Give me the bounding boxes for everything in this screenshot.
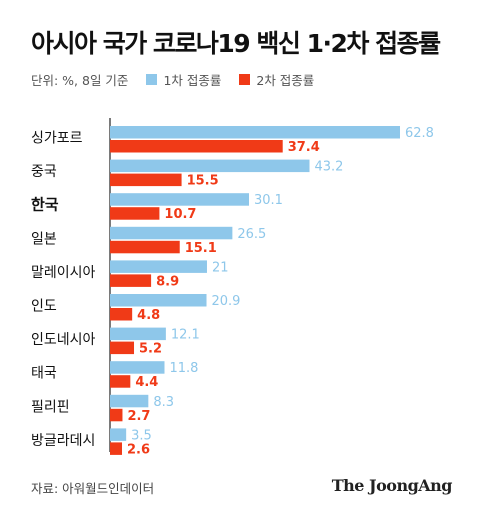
bar-first-dose <box>110 159 310 173</box>
data-label-second-dose: 10.7 <box>164 207 196 222</box>
bar-first-dose <box>110 327 166 341</box>
data-label-second-dose: 37.4 <box>288 140 320 155</box>
legend: 단위: %, 8일 기준 1차 접종률 2차 접종률 <box>31 70 314 89</box>
legend-swatch-first-dose <box>146 74 158 85</box>
bar-second-dose <box>110 274 152 287</box>
bar-second-dose <box>110 308 133 321</box>
bar-second-dose <box>110 442 123 455</box>
bar-second-dose <box>110 207 160 220</box>
data-label-second-dose: 2.7 <box>127 409 150 424</box>
data-label-first-dose: 43.2 <box>314 160 343 175</box>
data-label-second-dose: 4.8 <box>137 308 160 323</box>
bar-second-dose <box>110 173 182 187</box>
bar-first-dose <box>110 394 149 408</box>
data-label-second-dose: 15.1 <box>185 241 217 256</box>
unit-note: 단위: %, 8일 기준 <box>31 73 129 88</box>
bar-chart: 싱가포르 62.8 37.4 중국 43.2 15.5 한국 30.1 10.7 일본 26.5 15… <box>31 118 434 457</box>
data-label-first-dose: 62.8 <box>405 126 434 141</box>
bar-second-dose <box>110 240 180 254</box>
category-label: 싱가포르 <box>31 131 83 147</box>
bar-second-dose <box>110 375 131 388</box>
data-label-first-dose: 3.5 <box>131 428 152 443</box>
data-label-first-dose: 20.9 <box>212 294 241 309</box>
bar-first-dose <box>110 294 207 307</box>
bar-second-dose <box>110 408 123 422</box>
bar-first-dose <box>110 361 165 374</box>
category-label: 말레이시아 <box>31 265 96 281</box>
data-label-first-dose: 8.3 <box>153 395 174 410</box>
legend-item-first-dose: 1차 접종률 <box>146 70 221 89</box>
category-label: 인도 <box>31 299 57 315</box>
bar-second-dose <box>110 140 283 153</box>
data-label-first-dose: 12.1 <box>171 328 200 343</box>
data-label-first-dose: 11.8 <box>169 361 198 376</box>
bar-first-dose <box>110 126 400 139</box>
category-label: 방글라데시 <box>31 433 95 449</box>
bar-first-dose <box>110 428 127 441</box>
data-label-second-dose: 2.6 <box>127 442 150 457</box>
category-label: 일본 <box>31 231 57 247</box>
data-label-second-dose: 15.5 <box>187 174 219 189</box>
bar-first-dose <box>110 260 207 273</box>
category-label: 인도네시아 <box>31 332 96 348</box>
publisher-logo: The JoongAng <box>331 476 453 495</box>
legend-swatch-second-dose <box>239 74 251 85</box>
chart-title: 아시아 국가 코로나19 백신 1·2차 접종률 <box>31 29 441 58</box>
source-note: 자료: 아워월드인데이터 <box>31 481 155 496</box>
legend-label-second-dose: 2차 접종률 <box>256 73 315 88</box>
category-label: 한국 <box>31 196 59 214</box>
data-label-first-dose: 26.5 <box>237 227 266 242</box>
category-label: 중국 <box>31 164 57 180</box>
bar-first-dose <box>110 226 233 240</box>
category-label: 태국 <box>31 366 57 382</box>
category-label: 필리핀 <box>31 399 70 415</box>
legend-label-first-dose: 1차 접종률 <box>163 73 222 88</box>
bar-first-dose <box>110 193 249 206</box>
bar-second-dose <box>110 341 135 355</box>
data-label-second-dose: 4.4 <box>135 375 158 390</box>
data-label-first-dose: 30.1 <box>254 193 283 208</box>
data-label-second-dose: 8.9 <box>156 274 179 289</box>
data-label-second-dose: 5.2 <box>139 342 162 357</box>
data-label-first-dose: 21 <box>212 260 229 275</box>
legend-item-second-dose: 2차 접종률 <box>239 70 314 89</box>
